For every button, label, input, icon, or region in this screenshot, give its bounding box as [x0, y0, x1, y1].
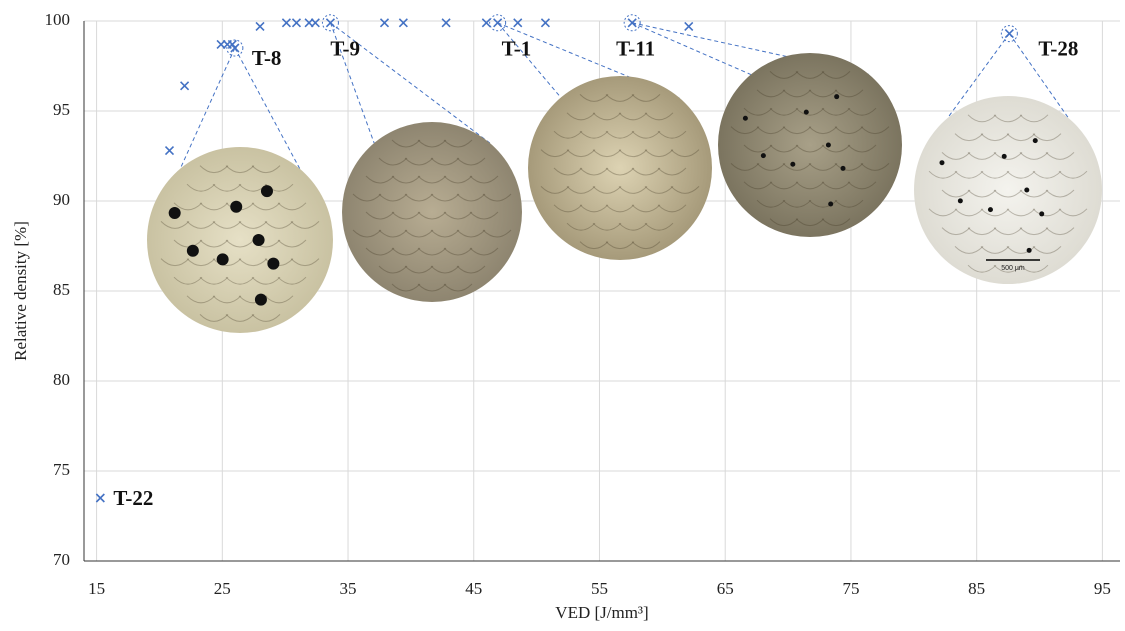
pore: [255, 294, 267, 306]
y-tick-label: 95: [53, 100, 70, 119]
point: [231, 44, 239, 52]
pore: [169, 207, 181, 219]
pore: [261, 185, 273, 197]
micrograph-inset: [528, 76, 712, 260]
marker: [326, 19, 334, 27]
pore: [230, 201, 242, 213]
pore: [187, 245, 199, 257]
x-tick-label: 85: [968, 579, 985, 598]
marker: [165, 147, 173, 155]
micrograph: [528, 76, 712, 260]
y-tick-label: 90: [53, 190, 70, 209]
point: [541, 19, 549, 27]
marker: [541, 19, 549, 27]
point: [399, 19, 407, 27]
point: [380, 19, 388, 27]
x-axis-title: VED [J/mm³]: [555, 603, 648, 622]
marker: [442, 19, 450, 27]
x-tick-label: 25: [214, 579, 231, 598]
point: [685, 22, 693, 30]
point-label: T-11: [616, 37, 655, 61]
pore: [988, 207, 993, 212]
scale-label: 500 µm: [1001, 265, 1025, 272]
micrograph-inset: [147, 147, 333, 333]
marker: [311, 19, 319, 27]
marker: [231, 44, 239, 52]
marker: [494, 19, 502, 27]
marker: [380, 19, 388, 27]
pore: [828, 202, 833, 207]
pore: [1027, 248, 1032, 253]
point: [442, 19, 450, 27]
micrograph: [147, 147, 333, 333]
marker: [256, 22, 264, 30]
point: [311, 19, 319, 27]
micrograph-inset: [718, 53, 902, 237]
point: [181, 82, 189, 90]
point: [96, 494, 104, 502]
pore: [790, 162, 795, 167]
pore: [743, 116, 748, 121]
marker: [292, 19, 300, 27]
pore: [1039, 211, 1044, 216]
x-tick-label: 95: [1094, 579, 1111, 598]
pore: [1024, 188, 1029, 193]
y-tick-label: 70: [53, 550, 70, 569]
point: [1005, 30, 1013, 38]
marker: [685, 22, 693, 30]
point-label: T-22: [113, 486, 153, 510]
marker: [181, 82, 189, 90]
x-tick-label: 55: [591, 579, 608, 598]
point: [165, 147, 173, 155]
micrograph: [342, 122, 522, 302]
point: [256, 22, 264, 30]
page: Relative density [%] VED [J/mm³] 70 75 80 8…: [0, 0, 1125, 631]
micrograph: [718, 53, 902, 237]
marker: [1005, 30, 1013, 38]
marker: [482, 19, 490, 27]
marker: [399, 19, 407, 27]
point: [292, 19, 300, 27]
point: [482, 19, 490, 27]
y-axis-title: Relative density [%]: [11, 221, 30, 361]
marker: [628, 19, 636, 27]
y-tick-label: 85: [53, 280, 70, 299]
point-label: T-8: [252, 46, 282, 70]
point: [494, 19, 502, 27]
chart: Relative density [%] VED [J/mm³] 70 75 80 8…: [0, 0, 1125, 631]
pore: [267, 258, 279, 270]
x-tick-label: 15: [88, 579, 105, 598]
y-tick-label: 100: [45, 10, 71, 29]
point-label: T-28: [1038, 36, 1078, 60]
micrograph-inset: 500 µm: [914, 96, 1102, 284]
pore: [217, 253, 229, 265]
pore: [804, 110, 809, 115]
pore: [958, 198, 963, 203]
micrograph-inset: [342, 122, 522, 302]
marker: [282, 19, 290, 27]
pore: [761, 153, 766, 158]
y-tick-label: 80: [53, 370, 70, 389]
point: [514, 19, 522, 27]
pore: [826, 143, 831, 148]
pore: [834, 94, 839, 99]
marker: [96, 494, 104, 502]
pore: [1002, 154, 1007, 159]
y-tick-label: 75: [53, 460, 70, 479]
point: [282, 19, 290, 27]
point: [628, 19, 636, 27]
pore: [841, 166, 846, 171]
x-tick-label: 35: [340, 579, 357, 598]
pore: [939, 160, 944, 165]
point-label: T-9: [330, 37, 360, 61]
x-tick-label: 75: [842, 579, 859, 598]
point-label: T-1: [502, 37, 532, 61]
x-tick-label: 45: [465, 579, 482, 598]
x-tick-label: 65: [717, 579, 734, 598]
marker: [514, 19, 522, 27]
point: [326, 19, 334, 27]
pore: [1033, 138, 1038, 143]
pore: [253, 234, 265, 246]
